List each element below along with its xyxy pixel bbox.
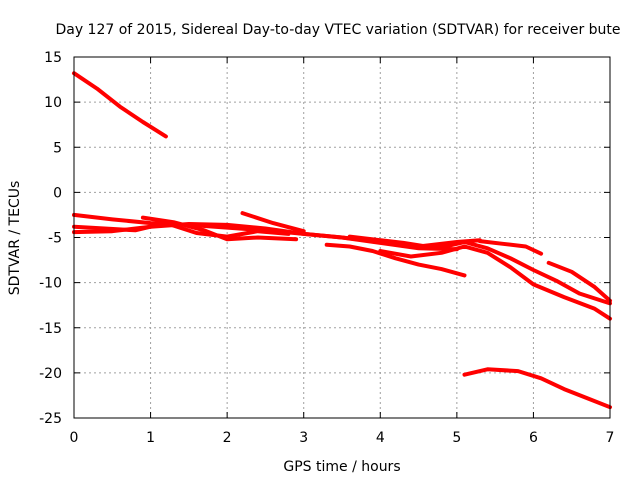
series-line-4: [72, 221, 291, 239]
plot-series: [72, 71, 612, 410]
y-tick-label: -20: [39, 366, 62, 382]
y-axis-label: SDTVAR / TECUs: [7, 181, 23, 296]
y-tick-label: -15: [39, 321, 62, 337]
x-tick-label: 2: [223, 430, 232, 446]
y-tick-label: 10: [44, 95, 62, 111]
x-tick-label: 7: [606, 430, 615, 446]
x-tick-label: 3: [299, 430, 308, 446]
series-line-5: [140, 215, 299, 242]
series-line-9: [378, 244, 612, 321]
y-tick-label: -25: [39, 411, 62, 427]
x-axis-label: GPS time / hours: [283, 459, 400, 475]
series-line-11: [546, 260, 612, 303]
y-tick-label: 5: [53, 140, 62, 156]
series-line-12: [462, 367, 612, 410]
y-tick-label: 15: [44, 50, 62, 66]
series-line-1: [72, 71, 168, 139]
y-tick-label: 0: [53, 185, 62, 201]
series-line-6: [240, 211, 306, 234]
x-tick-label: 1: [146, 430, 155, 446]
series-line-10: [477, 239, 544, 256]
y-tick-label: -10: [39, 276, 62, 292]
grid: [74, 57, 610, 418]
axis-ticks: 0 1 2 3 4 5 6 7 15 10 5 0 -5 -10 -15 -20 -25: [39, 50, 614, 446]
series-line-8: [347, 234, 612, 306]
series-line-7: [324, 242, 467, 278]
chart-title: Day 127 of 2015, Sidereal Day-to-day VTE…: [55, 22, 620, 38]
x-tick-label: 5: [452, 430, 461, 446]
x-tick-label: 0: [70, 430, 79, 446]
y-tick-label: -5: [48, 231, 62, 247]
x-tick-label: 6: [529, 430, 538, 446]
x-tick-label: 4: [376, 430, 385, 446]
